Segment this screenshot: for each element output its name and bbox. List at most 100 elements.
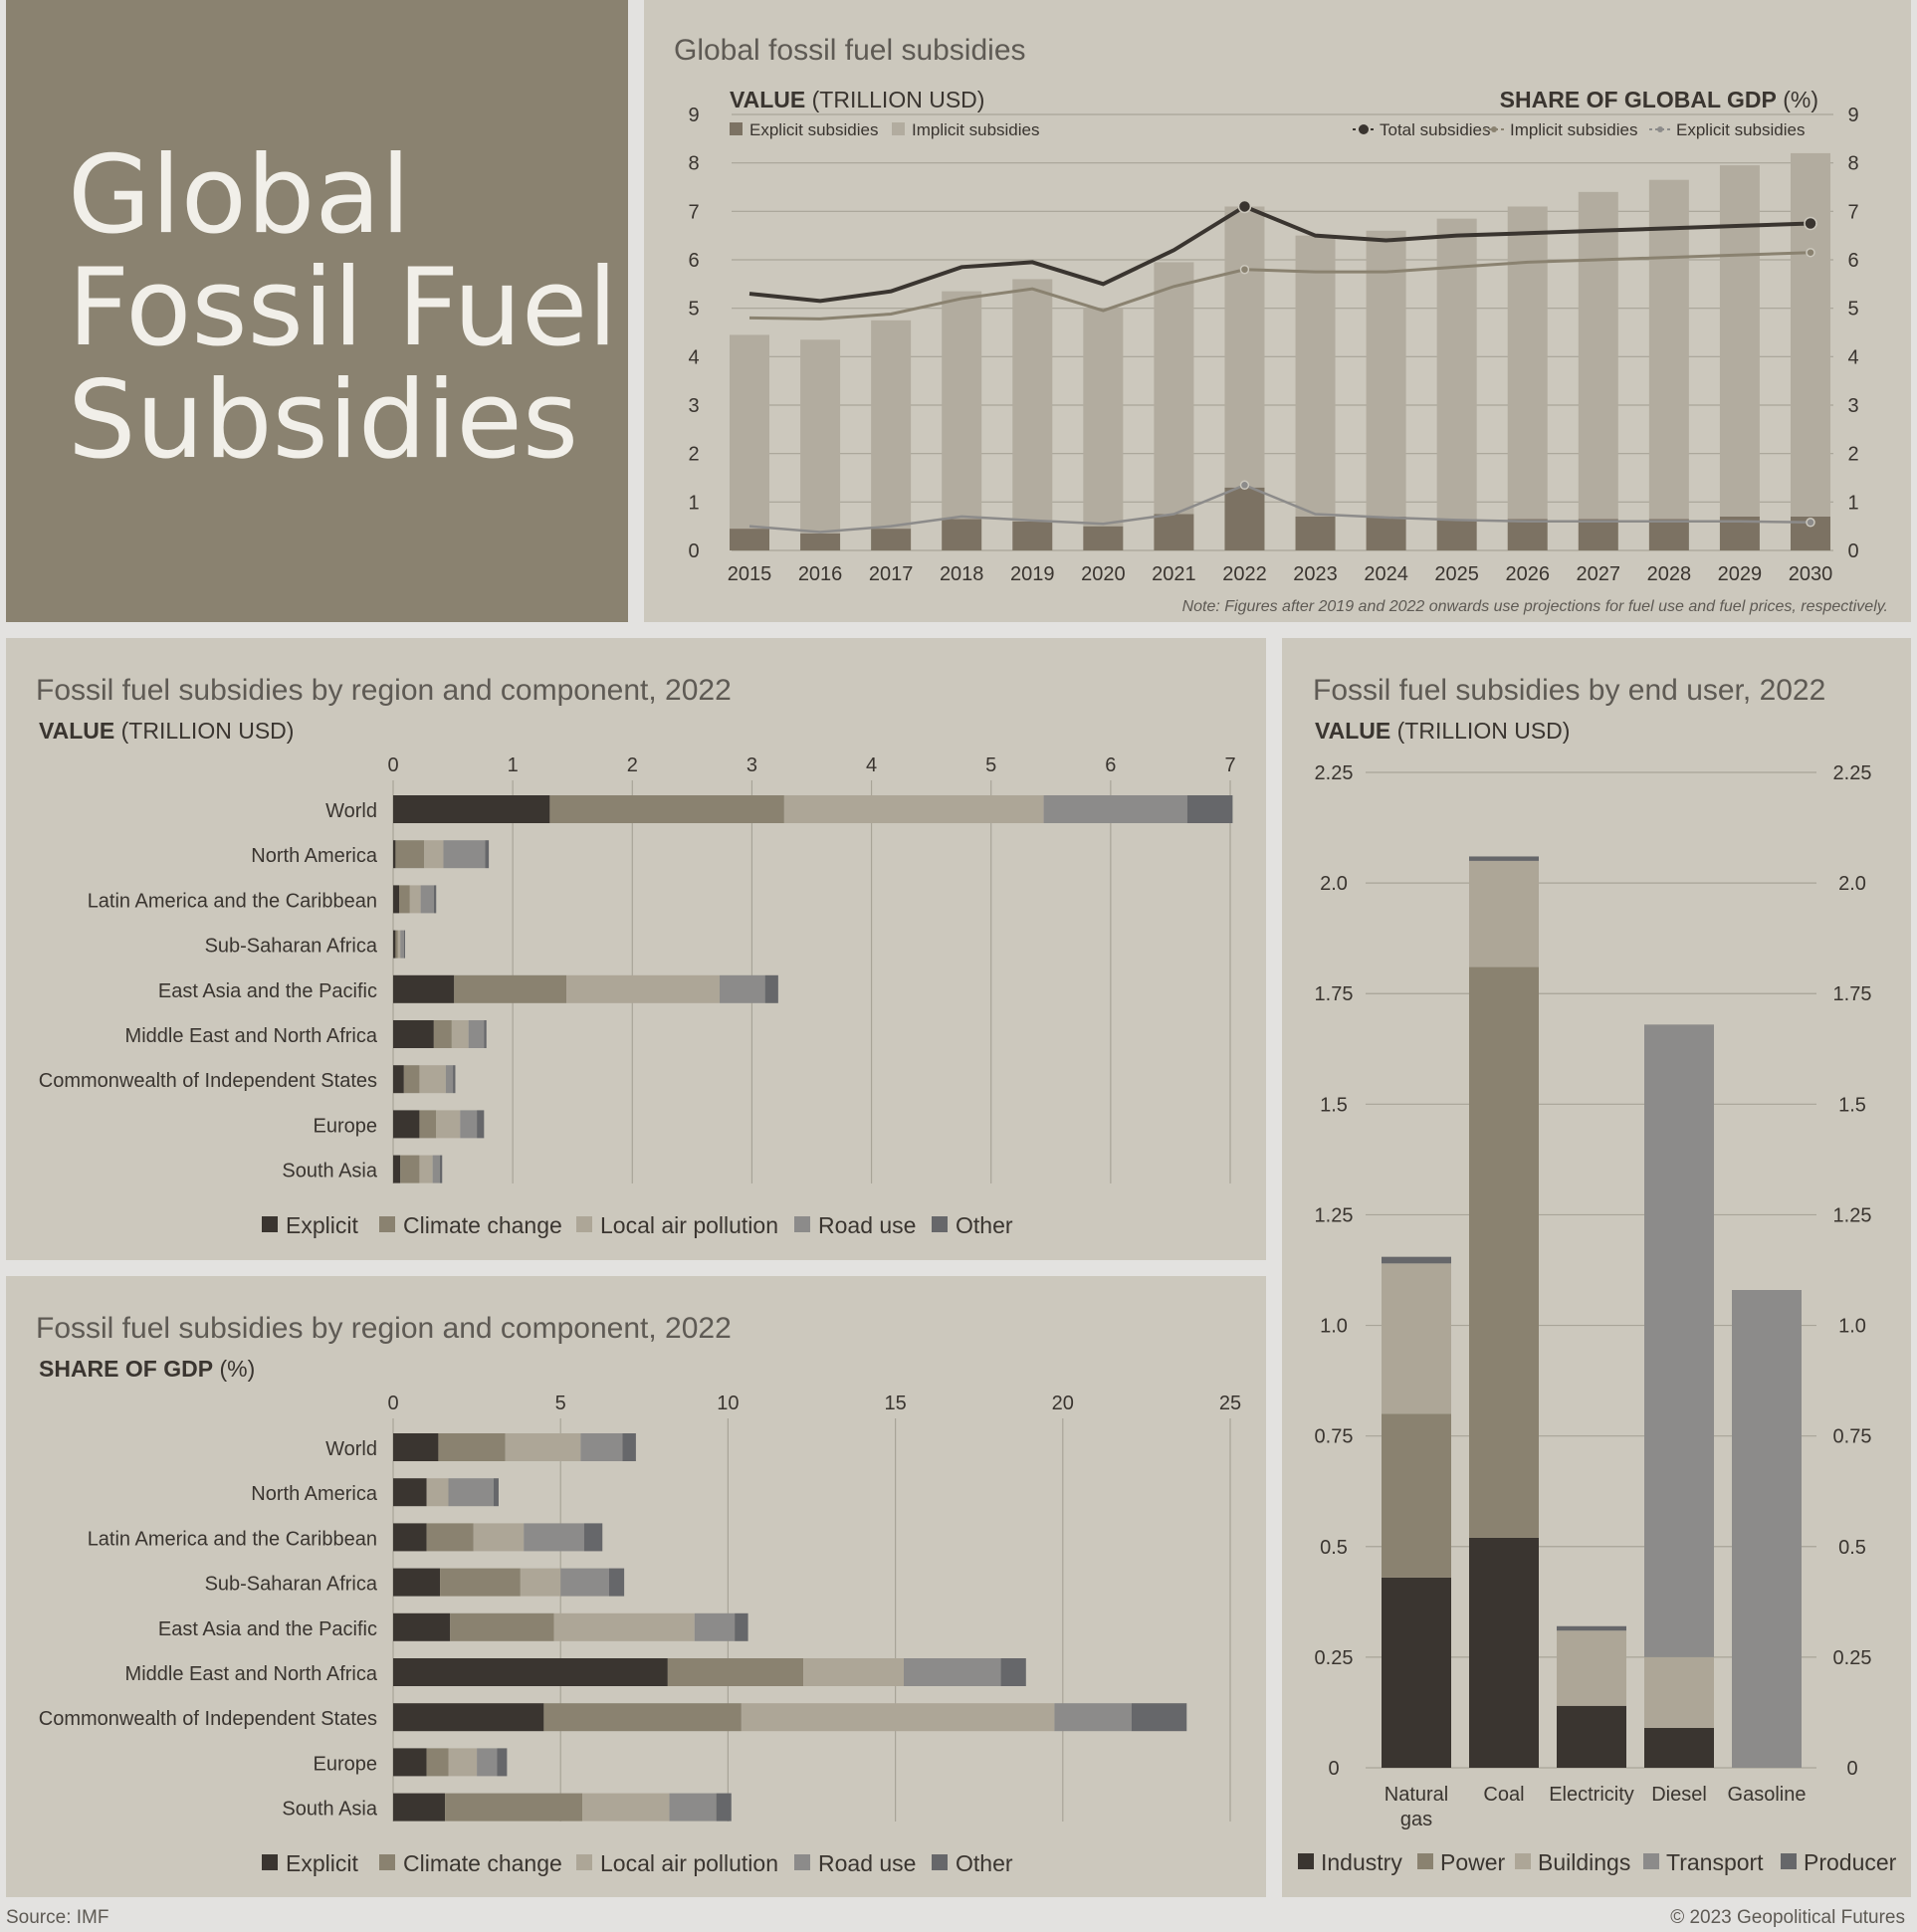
bar-implicit-2024 — [1366, 230, 1406, 517]
bar-middle-east-and-north-africa-other — [484, 1020, 487, 1048]
bar-latin-america-and-the-caribbean-road-use — [524, 1523, 584, 1552]
x-tick-label: 6 — [1105, 754, 1116, 776]
bar-commonwealth-of-independent-states-other — [453, 1065, 456, 1094]
point-total-subsidies-2022 — [1237, 199, 1252, 214]
bar-explicit-2025 — [1436, 519, 1477, 550]
copyright-note: © 2023 Geopolitical Futures — [1670, 1907, 1905, 1928]
bar-commonwealth-of-independent-states-other — [1131, 1703, 1187, 1732]
y2-tick-label: 1 — [1847, 492, 1858, 514]
legend-label-producer: Producer — [1804, 1849, 1897, 1875]
bar-commonwealth-of-independent-states-climate-change — [403, 1065, 420, 1094]
row-label-middle-east-and-north-africa: Middle East and North Africa — [125, 1025, 378, 1047]
legend-swatch-climate-change — [379, 1216, 395, 1232]
x-tick-label: 2030 — [1789, 563, 1833, 585]
legend-label-road-use: Road use — [818, 1212, 916, 1238]
bar-world-other — [622, 1433, 636, 1461]
bar-east-asia-and-the-pacific-explicit — [393, 974, 455, 1003]
chart-title: Global fossil fuel subsidies — [674, 34, 1026, 67]
bar-world-explicit — [393, 1433, 439, 1461]
row-label-europe: Europe — [314, 1115, 378, 1137]
legend-label-implicit-subsidies-line: Implicit subsidies — [1510, 120, 1638, 139]
legend-marker-implicit-subsidies — [1491, 126, 1497, 132]
bar-latin-america-and-the-caribbean-explicit — [393, 1523, 427, 1552]
x-tick-label: 5 — [985, 754, 996, 776]
x-tick-label: 2020 — [1081, 563, 1126, 585]
y2-tick-label: 3 — [1847, 395, 1858, 417]
x-tick-label: 2022 — [1222, 563, 1267, 585]
bar-latin-america-and-the-caribbean-road-use — [420, 885, 434, 914]
bar-implicit-2026 — [1507, 206, 1548, 520]
bar-latin-america-and-the-caribbean-climate-change — [399, 885, 410, 914]
x-tick-label-electricity-0: Electricity — [1549, 1784, 1634, 1806]
legend-swatch-transport — [1643, 1853, 1659, 1869]
x-tick-label: 2 — [627, 754, 638, 776]
bar-implicit-2022 — [1224, 206, 1265, 488]
point-total-subsidies-2030 — [1804, 216, 1817, 231]
bar-latin-america-and-the-caribbean-other — [433, 885, 437, 914]
y2-tick-label: 9 — [1847, 105, 1858, 126]
bar-world-other — [1186, 795, 1233, 823]
bar-latin-america-and-the-caribbean-local-air-pollution — [409, 885, 421, 914]
bar-implicit-2021 — [1154, 262, 1194, 515]
bar-implicit-2029 — [1719, 165, 1760, 517]
bar-implicit-2015 — [730, 334, 769, 530]
y-tick-label: 1.0 — [1320, 1316, 1348, 1338]
bar-explicit-2016 — [800, 533, 841, 550]
y-tick-label: 8 — [688, 153, 699, 175]
bar-middle-east-and-north-africa-climate-change — [433, 1020, 452, 1048]
bar-world-local-air-pollution — [505, 1433, 581, 1461]
row-label-latin-america-and-the-caribbean: Latin America and the Caribbean — [88, 890, 377, 912]
y2-tick-label: 2.0 — [1838, 873, 1866, 895]
x-tick-label: 0 — [387, 754, 398, 776]
point-explicit-subsidies-2022 — [1239, 480, 1250, 491]
y-axis-title: VALUE (TRILLION USD) — [730, 87, 984, 112]
bar-coal-producer — [1469, 856, 1539, 861]
bar-explicit-2024 — [1366, 516, 1406, 550]
legend-swatch-road-use — [794, 1216, 810, 1232]
x-tick-label: 4 — [866, 754, 877, 776]
line-explicit-subsidies-2 — [748, 483, 1811, 534]
bar-europe-local-air-pollution — [436, 1110, 461, 1139]
bar-explicit-2018 — [942, 519, 982, 550]
y2-tick-label: 2.25 — [1833, 762, 1872, 784]
x-tick-label: 3 — [746, 754, 757, 776]
bar-coal-buildings — [1469, 860, 1539, 967]
legend-swatch-other — [932, 1854, 948, 1870]
bar-east-asia-and-the-pacific-local-air-pollution — [553, 1612, 695, 1641]
point-implicit-subsidies-2030 — [1806, 247, 1815, 258]
x-tick-label: 5 — [555, 1393, 566, 1414]
bar-middle-east-and-north-africa-explicit — [393, 1020, 434, 1048]
bar-electricity-industry — [1557, 1705, 1626, 1768]
bar-natural-gas-buildings — [1382, 1263, 1451, 1414]
bar-north-america-local-air-pollution — [426, 1478, 449, 1507]
bar-world-climate-change — [438, 1433, 506, 1461]
y-tick-label: 9 — [688, 105, 699, 126]
chart-title: Fossil fuel subsidies by region and comp… — [36, 1312, 732, 1345]
x-tick-label: 2021 — [1152, 563, 1196, 585]
legend-label-climate-change: Climate change — [403, 1212, 562, 1238]
legend-swatch-local-air-pollution — [576, 1216, 592, 1232]
bar-south-asia-road-use — [432, 1155, 440, 1183]
x-tick-label: 2029 — [1718, 563, 1763, 585]
legend-swatch-local-air-pollution — [576, 1854, 592, 1870]
bar-coal-industry — [1469, 1537, 1539, 1768]
row-label-south-asia: South Asia — [282, 1799, 378, 1821]
bar-diesel-transport — [1644, 1024, 1714, 1657]
y-tick-label: 4 — [688, 346, 699, 368]
row-label-commonwealth-of-independent-states: Commonwealth of Independent States — [39, 1708, 377, 1730]
legend-label-local-air-pollution: Local air pollution — [600, 1212, 778, 1238]
bar-electricity-producer — [1557, 1625, 1626, 1631]
bar-world-road-use — [1043, 795, 1187, 823]
bar-world-climate-change — [549, 795, 784, 823]
bar-middle-east-and-north-africa-local-air-pollution — [803, 1658, 905, 1686]
main-title: Global Fossil Fuel Subsidies — [68, 139, 617, 477]
end-user-chart: Fossil fuel subsidies by end user, 2022 V… — [1298, 674, 1897, 1875]
legend-swatch-other — [932, 1216, 948, 1232]
bar-north-america-other — [493, 1478, 499, 1507]
legend-swatch-road-use — [794, 1854, 810, 1870]
x-tick-label: 2016 — [798, 563, 843, 585]
y2-tick-label: 6 — [1847, 250, 1858, 272]
row-label-north-america: North America — [251, 845, 378, 867]
bar-implicit-2020 — [1083, 308, 1124, 527]
y-tick-label: 0.75 — [1315, 1426, 1354, 1448]
